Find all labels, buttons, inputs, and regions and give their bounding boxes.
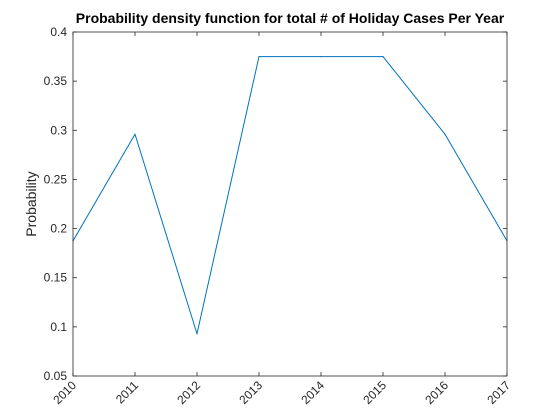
x-tick-label: 2012: [174, 378, 203, 407]
data-point: [320, 56, 321, 57]
y-tick-label: 0.25: [44, 172, 68, 186]
data-point: [196, 333, 197, 334]
chart-title: Probability density function for total #…: [76, 10, 505, 26]
x-tick-label: 2017: [484, 378, 513, 407]
x-tick-label: 2013: [236, 378, 265, 407]
y-axis-label: Probability: [23, 171, 39, 236]
y-tick-label: 0.4: [50, 25, 67, 39]
data-point: [134, 134, 135, 135]
x-tick-label: 2015: [360, 378, 389, 407]
y-tick-label: 0.2: [50, 222, 67, 236]
y-tick-label: 0.1: [50, 320, 67, 334]
y-tick-label: 0.35: [44, 74, 68, 88]
x-tick-label: 2014: [298, 378, 327, 407]
data-point: [444, 134, 445, 135]
y-tick-label: 0.15: [44, 271, 68, 285]
x-tick-label: 2016: [422, 378, 451, 407]
x-tick-label: 2011: [113, 378, 141, 406]
data-point: [258, 56, 259, 57]
plot-background: [73, 32, 507, 376]
y-tick-label: 0.3: [50, 123, 67, 137]
data-point: [382, 56, 383, 57]
y-tick-label: 0.05: [44, 369, 68, 383]
